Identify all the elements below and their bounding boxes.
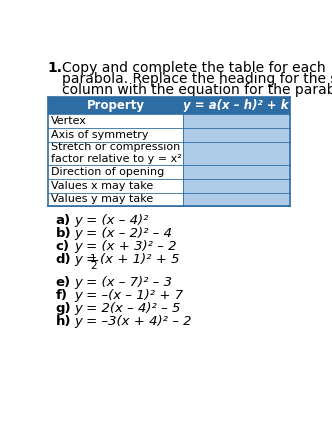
Text: 1: 1 <box>90 254 97 264</box>
Bar <box>48 142 183 165</box>
Text: Vertex: Vertex <box>51 116 87 126</box>
Text: Values x may take: Values x may take <box>51 181 153 190</box>
Text: c): c) <box>55 240 69 253</box>
Text: y = –3(x + 4)² – 2: y = –3(x + 4)² – 2 <box>74 315 192 328</box>
Text: y = (x – 4)²: y = (x – 4)² <box>74 214 148 227</box>
Bar <box>48 97 183 114</box>
Text: d): d) <box>55 253 71 266</box>
Text: y = (x – 2)² – 4: y = (x – 2)² – 4 <box>74 227 172 240</box>
Text: y = (x – 7)² – 3: y = (x – 7)² – 3 <box>74 276 172 289</box>
Bar <box>48 193 183 206</box>
Text: column with the equation for the parabola.: column with the equation for the parabol… <box>62 83 332 97</box>
Text: g): g) <box>55 302 71 315</box>
Text: h): h) <box>55 315 71 328</box>
Text: 2: 2 <box>90 261 97 271</box>
Bar <box>183 165 290 179</box>
Text: (x + 1)² + 5: (x + 1)² + 5 <box>100 253 179 266</box>
Text: e): e) <box>55 276 71 289</box>
Text: y = a(x – h)² + k: y = a(x – h)² + k <box>184 99 289 112</box>
Bar <box>183 193 290 206</box>
Text: Copy and complete the table for each: Copy and complete the table for each <box>62 61 325 75</box>
Text: 1.: 1. <box>48 61 63 75</box>
Text: f): f) <box>55 289 67 302</box>
Text: Direction of opening: Direction of opening <box>51 167 164 177</box>
Bar <box>183 114 290 128</box>
Bar <box>48 114 183 128</box>
Text: b): b) <box>55 227 71 240</box>
Text: y = –(x – 1)² + 7: y = –(x – 1)² + 7 <box>74 289 183 302</box>
Bar <box>183 179 290 193</box>
Text: Property: Property <box>86 99 144 112</box>
Bar <box>183 128 290 142</box>
Bar <box>48 179 183 193</box>
Bar <box>183 97 290 114</box>
Text: y =: y = <box>74 253 102 266</box>
Bar <box>183 142 290 165</box>
Bar <box>48 165 183 179</box>
Text: a): a) <box>55 214 71 227</box>
Text: parabola. Replace the heading for the second: parabola. Replace the heading for the se… <box>62 72 332 86</box>
Bar <box>48 128 183 142</box>
Text: y = 2(x – 4)² – 5: y = 2(x – 4)² – 5 <box>74 302 180 315</box>
Text: Stretch or compression
factor relative to y = x²: Stretch or compression factor relative t… <box>51 142 182 164</box>
Text: Values y may take: Values y may take <box>51 194 153 205</box>
Text: y = (x + 3)² – 2: y = (x + 3)² – 2 <box>74 240 177 253</box>
Text: Axis of symmetry: Axis of symmetry <box>51 130 148 140</box>
